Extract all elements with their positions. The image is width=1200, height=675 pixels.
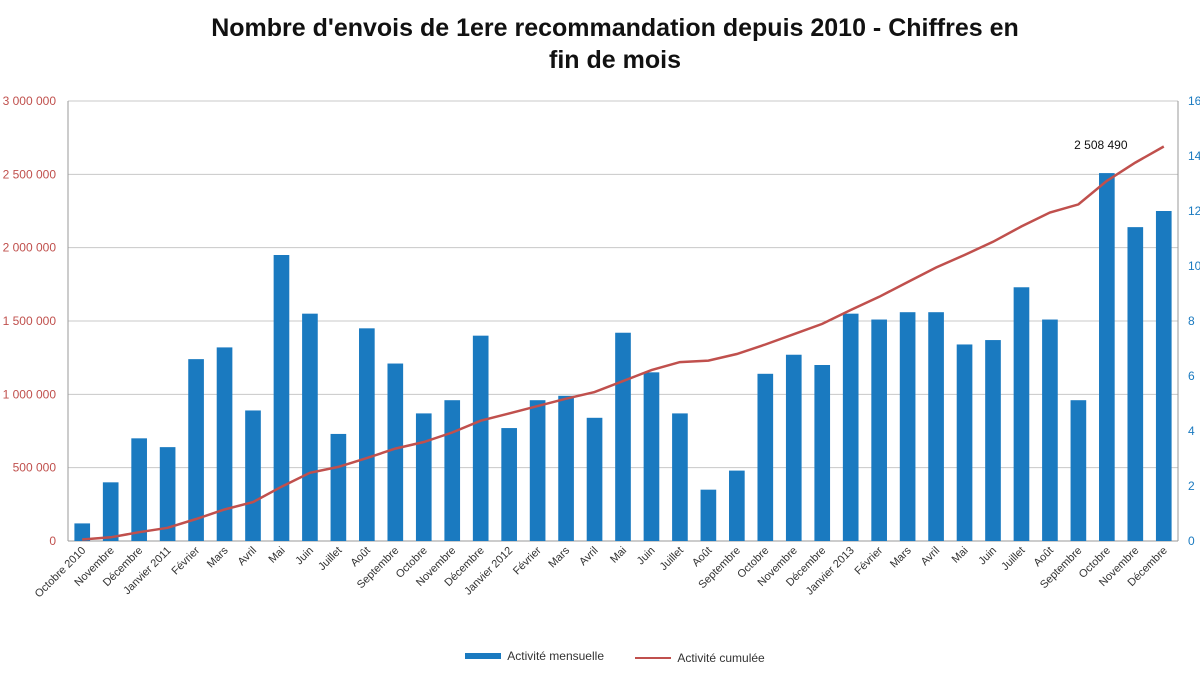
bar xyxy=(302,313,318,541)
x-axis-tick-label: Mai xyxy=(267,545,288,566)
bar xyxy=(729,470,745,541)
left-axis-tick-label: 1 000 000 xyxy=(3,387,57,401)
x-axis-tick-label: Février xyxy=(170,544,203,577)
legend-item-monthly: Activité mensuelle xyxy=(465,649,604,663)
x-axis-tick-label: Février xyxy=(853,544,886,577)
bar xyxy=(359,328,375,541)
bar xyxy=(586,417,603,541)
x-axis-tick-label: Mai xyxy=(608,545,629,566)
bar xyxy=(1070,400,1087,541)
bar xyxy=(415,413,432,541)
right-axis-tick-label: 16 xyxy=(1188,94,1200,108)
bar xyxy=(928,312,944,541)
bar xyxy=(814,365,831,541)
right-axis-tick-label: 12 xyxy=(1188,204,1200,218)
bar xyxy=(1099,173,1115,541)
x-axis-tick-label: Août xyxy=(690,545,714,569)
chart-legend: Activité mensuelle Activité cumulée xyxy=(0,648,1200,665)
bar xyxy=(558,395,574,541)
x-axis-tick-label: Juin xyxy=(635,545,658,568)
right-axis-tick-label: 8 xyxy=(1188,314,1195,328)
x-axis-tick-label: Août xyxy=(348,545,372,569)
bar xyxy=(74,523,91,541)
bar xyxy=(643,372,660,541)
x-axis-tick-label: Juillet xyxy=(658,545,686,573)
bar xyxy=(188,359,204,541)
bar xyxy=(216,347,233,541)
bar xyxy=(501,428,517,541)
bar xyxy=(985,340,1001,541)
right-axis-tick-label: 4 xyxy=(1188,424,1195,438)
x-axis-tick-label: Juin xyxy=(976,545,999,568)
x-axis-tick-label: Juin xyxy=(293,545,316,568)
bar xyxy=(1127,227,1144,541)
bar xyxy=(615,332,631,541)
bar xyxy=(785,354,802,541)
legend-swatch-bar xyxy=(465,653,502,659)
x-axis-tick-label: Mars xyxy=(205,544,231,570)
line-series-cumulative xyxy=(82,145,1165,541)
left-axis-tick-label: 2 500 000 xyxy=(3,167,57,181)
bar xyxy=(1155,211,1172,541)
chart-title-line-2: fin de mois xyxy=(549,46,681,74)
bar xyxy=(871,319,887,541)
legend-item-cumulative: Activité cumulée xyxy=(635,651,765,665)
chart-title: Nombre d'envois de 1ere recommandation d… xyxy=(0,12,1200,76)
right-axis-tick-label: 0 xyxy=(1188,534,1195,548)
right-axis-tick-label: 10 xyxy=(1188,259,1200,273)
left-axis-tick-label: 0 xyxy=(49,534,56,548)
bar xyxy=(159,447,176,541)
bar xyxy=(700,489,717,541)
legend-label-cumulative: Activité cumulée xyxy=(677,651,765,665)
bar xyxy=(899,312,916,541)
bar xyxy=(472,335,489,541)
left-axis-tick-label: 500 000 xyxy=(13,461,57,475)
bar xyxy=(672,413,688,541)
bar xyxy=(387,363,404,541)
bar xyxy=(757,373,774,541)
x-axis-tick-label: Juillet xyxy=(316,545,344,573)
x-axis-tick-label: Août xyxy=(1032,545,1056,569)
right-axis-tick-label: 14 xyxy=(1188,149,1200,163)
chart-title-line-1: Nombre d'envois de 1ere recommandation d… xyxy=(211,14,1019,42)
x-axis-tick-label: Mars xyxy=(888,544,914,570)
bar xyxy=(529,400,546,541)
bar xyxy=(273,255,290,541)
bar xyxy=(842,313,859,541)
bar xyxy=(1013,287,1030,541)
bar xyxy=(956,344,973,541)
x-axis-tick-label: Avril xyxy=(577,545,600,568)
x-axis-tick-label: Mars xyxy=(546,544,572,570)
right-axis-tick-label: 2 xyxy=(1188,479,1195,493)
left-axis-tick-label: 2 000 000 xyxy=(3,241,57,255)
bar xyxy=(102,482,119,541)
x-axis-tick-label: Avril xyxy=(236,545,259,568)
legend-swatch-line xyxy=(635,657,672,659)
legend-label-monthly: Activité mensuelle xyxy=(507,649,604,663)
left-axis-tick-label: 1 500 000 xyxy=(3,314,57,328)
bar xyxy=(131,438,147,541)
bar xyxy=(245,410,261,541)
bar xyxy=(1042,319,1058,541)
x-axis-tick-label: Avril xyxy=(919,545,942,568)
right-axis-tick-label: 6 xyxy=(1188,369,1195,383)
bar xyxy=(444,400,461,541)
x-axis-tick-label: Juillet xyxy=(999,545,1027,573)
x-axis-tick-label: Mai xyxy=(950,545,971,566)
data-label-peak: 2 508 490 xyxy=(1074,138,1128,152)
bar xyxy=(330,433,347,541)
left-axis-tick-label: 3 000 000 xyxy=(3,94,57,108)
x-axis-tick-label: Février xyxy=(511,544,544,577)
